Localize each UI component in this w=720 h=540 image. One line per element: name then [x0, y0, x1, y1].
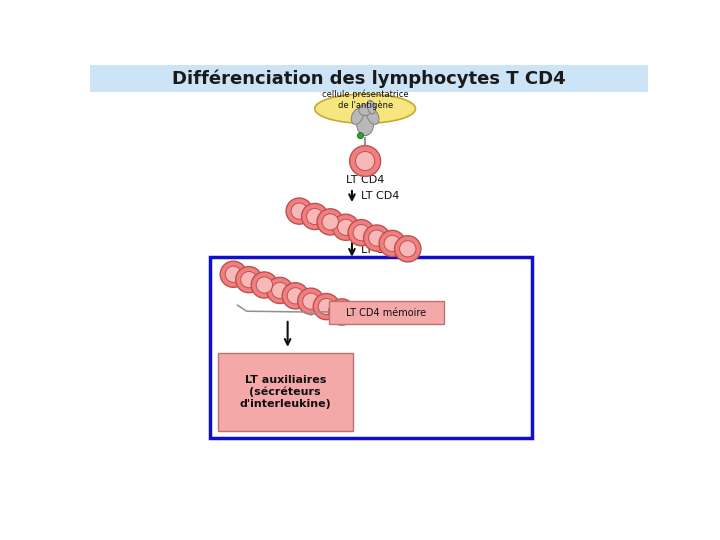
- Circle shape: [313, 293, 340, 320]
- Circle shape: [384, 235, 400, 252]
- FancyBboxPatch shape: [210, 257, 532, 438]
- Circle shape: [302, 204, 328, 230]
- Ellipse shape: [315, 94, 415, 123]
- Circle shape: [356, 152, 374, 171]
- Circle shape: [357, 132, 364, 139]
- Circle shape: [256, 277, 273, 293]
- Circle shape: [353, 225, 369, 241]
- Circle shape: [220, 261, 246, 287]
- Circle shape: [348, 220, 374, 246]
- FancyBboxPatch shape: [90, 65, 648, 92]
- Text: LT CD4 mémoire: LT CD4 mémoire: [346, 308, 426, 318]
- Text: LT CD4: LT CD4: [361, 245, 400, 255]
- Circle shape: [291, 203, 307, 219]
- Circle shape: [271, 282, 288, 299]
- Circle shape: [364, 225, 390, 251]
- Circle shape: [287, 288, 304, 304]
- Circle shape: [318, 299, 335, 315]
- Text: LT CD4: LT CD4: [346, 176, 384, 185]
- Circle shape: [286, 198, 312, 224]
- Ellipse shape: [351, 109, 364, 124]
- Circle shape: [333, 214, 359, 240]
- FancyBboxPatch shape: [218, 353, 353, 430]
- Text: LT auxiliaires
(sécréteurs
d'interleukine): LT auxiliaires (sécréteurs d'interleukin…: [240, 375, 331, 409]
- Circle shape: [329, 299, 355, 325]
- Circle shape: [251, 272, 277, 298]
- Circle shape: [307, 208, 323, 225]
- Circle shape: [338, 219, 354, 235]
- Ellipse shape: [366, 109, 379, 124]
- Circle shape: [350, 146, 381, 177]
- Ellipse shape: [356, 112, 374, 136]
- Circle shape: [333, 304, 350, 320]
- Circle shape: [266, 278, 293, 303]
- Circle shape: [240, 272, 257, 288]
- Text: Différenciation des lymphocytes T CD4: Différenciation des lymphocytes T CD4: [172, 70, 566, 88]
- Text: LT CD4: LT CD4: [361, 192, 400, 201]
- Circle shape: [395, 236, 421, 262]
- Circle shape: [302, 293, 319, 309]
- Circle shape: [322, 214, 338, 230]
- Text: cellule présentatrice
de l'antigène: cellule présentatrice de l'antigène: [322, 89, 408, 110]
- Circle shape: [235, 267, 262, 293]
- Circle shape: [400, 241, 416, 257]
- Ellipse shape: [367, 100, 376, 114]
- Circle shape: [369, 230, 385, 246]
- Circle shape: [379, 231, 405, 256]
- Circle shape: [317, 209, 343, 235]
- FancyBboxPatch shape: [329, 301, 444, 325]
- Circle shape: [282, 283, 309, 309]
- Circle shape: [297, 288, 324, 314]
- Ellipse shape: [359, 105, 372, 116]
- Circle shape: [225, 266, 241, 282]
